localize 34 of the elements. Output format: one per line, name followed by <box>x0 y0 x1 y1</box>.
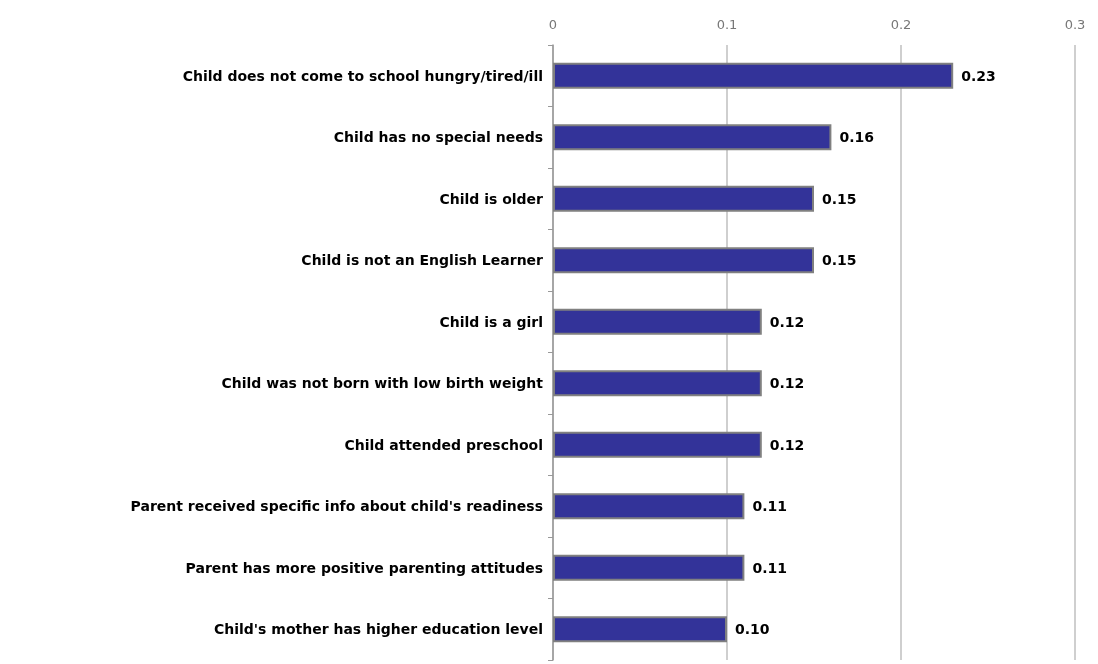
bar <box>553 62 954 89</box>
data-label: 0.12 <box>769 436 805 453</box>
bar <box>553 431 762 458</box>
bar <box>553 616 727 643</box>
bar <box>553 554 745 581</box>
bar <box>553 124 832 151</box>
data-label: 0.12 <box>769 375 805 392</box>
y-tick-label: Child was not born with low birth weight <box>221 375 544 392</box>
data-label: 0.11 <box>752 559 787 576</box>
y-tick-label: Child is a girl <box>439 313 543 330</box>
x-tick-label: 0.2 <box>890 17 912 32</box>
data-label: 0.12 <box>769 313 805 330</box>
y-tick-label: Child has no special needs <box>333 129 543 146</box>
data-label: 0.11 <box>752 498 787 515</box>
y-tick-label: Child is not an English Learner <box>301 252 544 269</box>
bar <box>553 370 762 397</box>
bar <box>553 493 745 520</box>
data-label: 0.15 <box>822 190 857 207</box>
y-tick-label: Child does not come to school hungry/tired/ill <box>182 67 543 84</box>
y-tick-label: Parent received specific info about child's readiness <box>130 498 543 515</box>
x-tick-label: 0.3 <box>1064 17 1086 32</box>
data-label: 0.16 <box>839 129 874 146</box>
bar <box>553 185 814 212</box>
bar <box>553 308 762 335</box>
bar <box>553 247 814 274</box>
y-tick-label: Child is older <box>439 190 544 207</box>
x-tick-label: 0.1 <box>716 17 738 32</box>
data-label: 0.10 <box>735 621 770 638</box>
y-tick-label: Parent has more positive parenting attitudes <box>185 559 543 576</box>
y-tick-label: Child attended preschool <box>344 436 543 453</box>
data-label: 0.23 <box>961 67 996 84</box>
x-tick-label: 0 <box>548 17 558 32</box>
data-label: 0.15 <box>822 252 857 269</box>
y-tick-label: Child's mother has higher education level <box>213 621 543 638</box>
